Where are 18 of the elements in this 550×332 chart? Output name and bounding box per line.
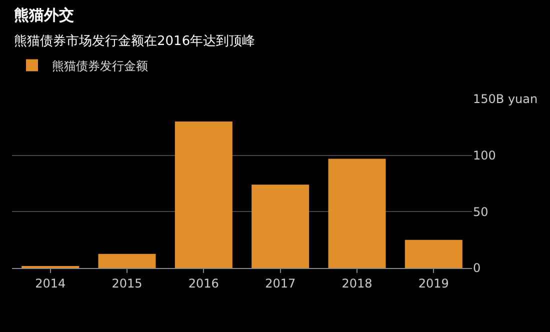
y-tick-label: 0	[473, 261, 481, 276]
x-tick-label: 2019	[418, 276, 449, 290]
bar	[404, 240, 462, 268]
x-tick-label: 2018	[342, 276, 372, 290]
x-tick-label: 2016	[188, 276, 219, 290]
legend-label: 熊猫债券发行金额	[52, 58, 148, 73]
bar	[252, 184, 310, 268]
bar	[174, 122, 232, 268]
bar	[98, 254, 156, 268]
bar	[328, 158, 386, 268]
chart-title: 熊猫外交	[14, 6, 74, 24]
y-tick-label: 150B yuan	[473, 92, 538, 106]
x-tick-label: 2017	[265, 276, 296, 290]
y-tick-label: 50	[473, 204, 488, 219]
chart-subtitle: 熊猫债券市场发行金额在2016年达到顶峰	[14, 34, 256, 49]
y-tick-label: 100	[473, 148, 496, 163]
x-tick-label: 2015	[112, 276, 142, 290]
x-tick-label: 2014	[35, 276, 66, 290]
